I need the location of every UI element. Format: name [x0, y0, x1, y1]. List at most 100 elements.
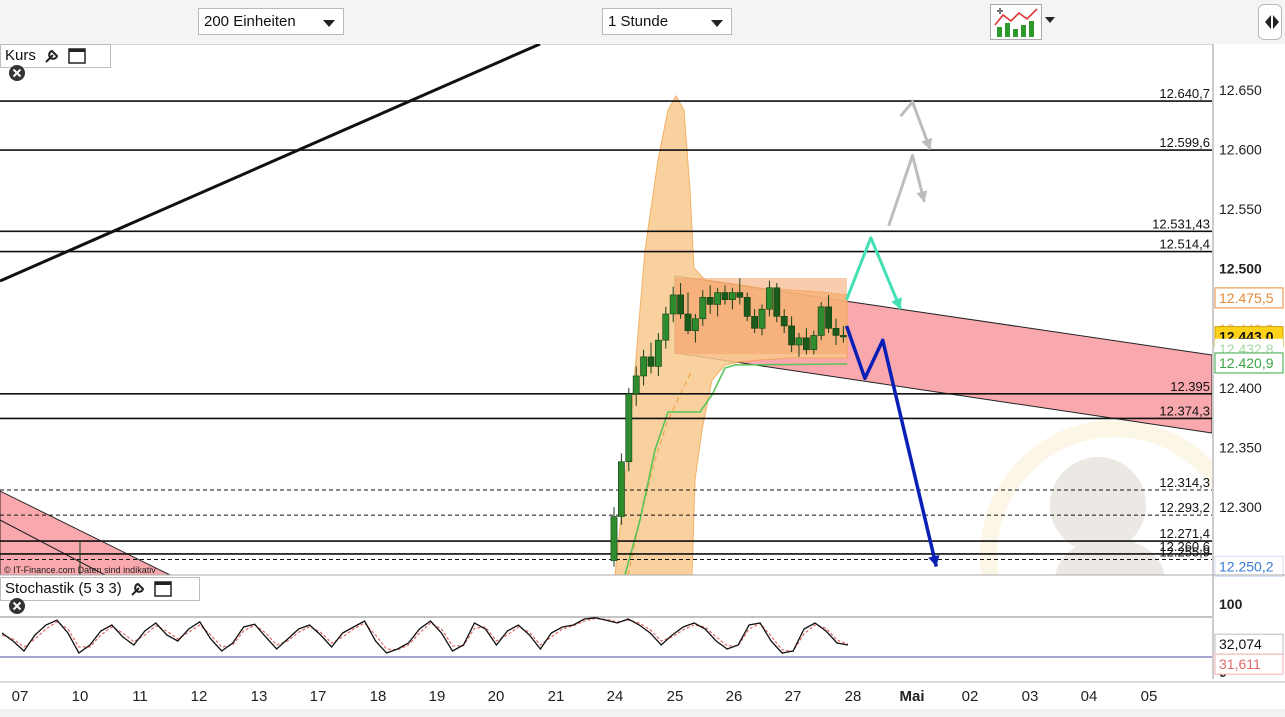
stoch-k-line [1, 617, 849, 654]
scroll-arrows-icon[interactable] [1258, 4, 1282, 40]
candle-body [721, 292, 729, 300]
price-panel-title: Kurs [5, 47, 36, 64]
candle-body [647, 356, 655, 367]
time-tick-label: 03 [1022, 688, 1039, 705]
stoch-d-marker: 31,611 [1214, 653, 1284, 675]
price-marker-label: 12.475,5 [1219, 290, 1274, 306]
candle-body [758, 308, 766, 329]
candle-body [677, 294, 684, 315]
old-channel-line [0, 519, 106, 575]
candle [751, 309, 758, 334]
time-tick-label: 11 [132, 688, 148, 705]
price-marker-label: 12.250,2 [1219, 558, 1274, 574]
units-select[interactable]: 200 Einheiten [198, 8, 344, 35]
candle-body [706, 297, 714, 305]
candle-body [617, 461, 625, 517]
stoch-tick-label: 100 [1219, 596, 1243, 612]
candle [706, 285, 714, 314]
forecast-arrow-grey [887, 154, 926, 227]
price-marker-upper: 12.475,5 [1214, 287, 1284, 309]
level-label: 12.255,9 [1159, 545, 1210, 560]
candle-body [714, 292, 721, 305]
candle [780, 309, 788, 334]
candle [625, 387, 633, 472]
arrowhead [928, 554, 940, 567]
candle [795, 333, 803, 357]
candle-body [817, 306, 825, 336]
chevron-down-icon [323, 20, 335, 27]
wrench-icon[interactable] [129, 581, 147, 597]
time-tick-label: 20 [488, 688, 505, 705]
candle-body [765, 287, 773, 310]
level-label: 12.640,7 [1159, 86, 1210, 101]
candle [662, 306, 670, 349]
candle-body [788, 325, 795, 346]
candle-body [669, 294, 677, 315]
candle [832, 318, 840, 345]
candle [773, 283, 781, 323]
chevron-down-icon[interactable] [1045, 17, 1055, 23]
candle [669, 286, 677, 323]
candle-body [839, 335, 847, 338]
arrowhead [916, 190, 928, 202]
candle-body [625, 393, 633, 463]
candle-body [654, 339, 662, 367]
forecast-arrow-blue [844, 325, 939, 567]
candle-body [825, 306, 832, 329]
candle [617, 453, 625, 525]
bottom-bar [0, 709, 1285, 717]
level-label: 12.293,2 [1159, 500, 1210, 515]
candle [654, 333, 662, 376]
candle-body [610, 516, 618, 561]
candle [839, 325, 847, 343]
time-tick-label: 04 [1081, 688, 1098, 705]
level-label: 12.531,43 [1152, 216, 1210, 231]
candle [677, 283, 684, 319]
time-tick-label: 05 [1141, 688, 1158, 705]
time-tick-label: 25 [667, 688, 684, 705]
time-tick-label: 21 [548, 688, 565, 705]
price-panel-header: Kurs [0, 44, 111, 82]
window-icon[interactable] [68, 48, 86, 64]
price-marker-lower: 12.420,9 [1214, 352, 1284, 374]
source-watermark: © IT-Finance.com Daten sind indikativ [4, 565, 156, 575]
time-tick-label: 27 [785, 688, 802, 705]
candle-body [728, 292, 736, 300]
time-tick-label: 19 [429, 688, 446, 705]
chart-type-button[interactable] [990, 4, 1042, 40]
candle [684, 292, 692, 335]
toolbar: 200 Einheiten 1 Stunde [0, 0, 1285, 45]
candle-body [699, 297, 707, 320]
price-tick-label: 12.550 [1219, 201, 1262, 217]
stoch-k-label: 32,074 [1219, 636, 1262, 652]
window-icon[interactable] [154, 581, 172, 597]
candle-body [832, 327, 840, 336]
time-tick-label: 07 [12, 688, 29, 705]
price-panel: 12.640,7 12.599,6 12.531,43 12.514,4 12.395 1… [0, 44, 1212, 575]
candle [728, 287, 736, 310]
candle-body [802, 337, 810, 351]
uptrend-line [0, 44, 541, 283]
price-tick-label: 12.350 [1219, 439, 1262, 455]
stoch-d-label: 31,611 [1219, 656, 1261, 672]
time-tick-label: 17 [310, 688, 327, 705]
candle [610, 507, 618, 567]
candle-body [795, 337, 803, 346]
wrench-icon[interactable] [43, 48, 61, 64]
candle [647, 342, 655, 374]
level-label: 12.395 [1170, 379, 1210, 394]
candle [632, 366, 640, 406]
level-label: 12.599,6 [1159, 135, 1210, 150]
candle [758, 304, 766, 336]
price-marker-label: 12.420,9 [1219, 355, 1274, 371]
interval-select[interactable]: 1 Stunde [602, 8, 732, 35]
candle [765, 280, 773, 317]
candle-body [736, 292, 744, 298]
close-icon[interactable] [8, 597, 26, 615]
candle [721, 285, 729, 305]
chart-area[interactable]: 12.640,7 12.599,6 12.531,43 12.514,4 12.395 1… [0, 44, 1285, 717]
interval-select-value: 1 Stunde [608, 13, 669, 30]
time-tick-label: 26 [726, 688, 743, 705]
price-axis [1213, 44, 1285, 717]
close-icon[interactable] [8, 64, 26, 82]
